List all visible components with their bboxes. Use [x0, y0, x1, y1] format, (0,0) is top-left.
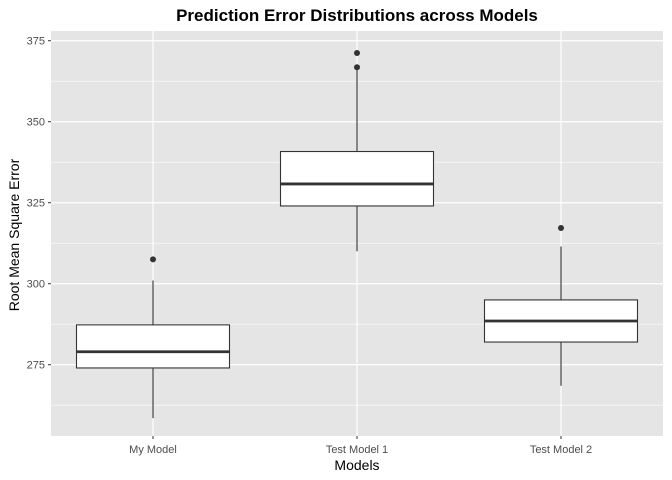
- y-tick-label: 375: [27, 36, 45, 48]
- x-tick-label: My Model: [129, 444, 177, 456]
- y-axis: 275 300 325 350 375: [27, 36, 51, 372]
- y-tick-label: 350: [27, 117, 45, 129]
- outlier-point: [354, 50, 360, 57]
- x-tick-label: Test Model 1: [326, 444, 388, 456]
- box-group: [75, 256, 231, 419]
- x-axis-title: Models: [334, 457, 379, 473]
- boxes-layer: [75, 50, 639, 419]
- x-tick-label: Test Model 2: [530, 444, 592, 456]
- y-axis-title: Root Mean Square Error: [6, 158, 22, 311]
- chart-title: Prediction Error Distributions across Mo…: [176, 6, 538, 25]
- outlier-point: [558, 224, 564, 231]
- box-group: [279, 50, 435, 252]
- box-iqr: [75, 324, 231, 369]
- y-tick-label: 325: [27, 198, 45, 210]
- box-group: [483, 224, 639, 386]
- box-iqr: [279, 150, 435, 207]
- outlier-point: [150, 256, 156, 263]
- outlier-point: [354, 64, 360, 71]
- y-tick-label: 300: [27, 279, 45, 291]
- y-tick-label: 275: [27, 360, 45, 372]
- x-axis: My Model Test Model 1 Test Model 2: [129, 436, 592, 456]
